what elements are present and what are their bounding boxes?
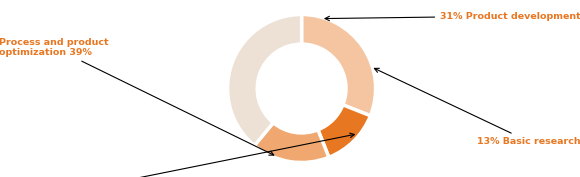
Text: 13% Basic research: 13% Basic research [375,68,580,146]
Wedge shape [255,123,329,162]
Wedge shape [302,15,376,116]
Wedge shape [318,105,371,157]
Text: 31% Product development: 31% Product development [325,12,580,21]
Wedge shape [227,15,302,145]
Text: Technology development 17%: Technology development 17% [0,133,354,177]
Text: Process and product
optimization 39%: Process and product optimization 39% [0,38,274,155]
